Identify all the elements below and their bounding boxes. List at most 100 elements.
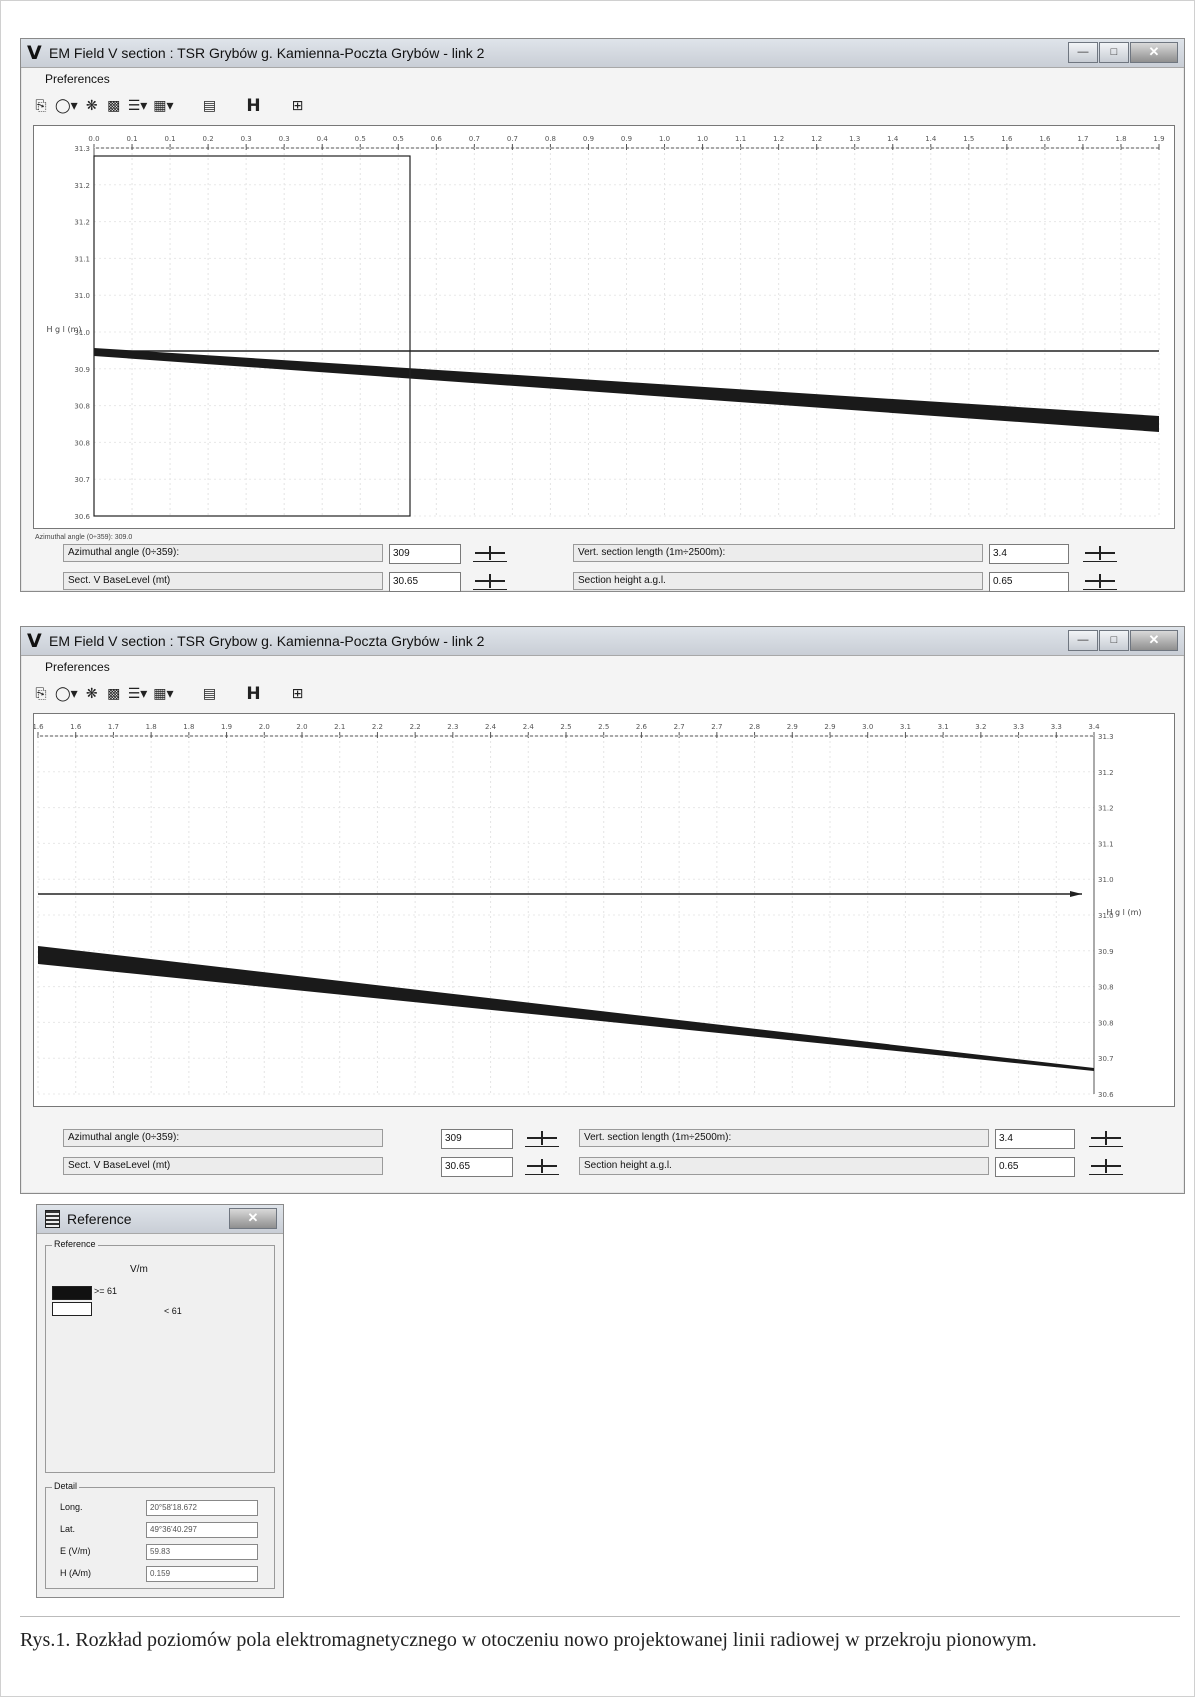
x-tick-label: 2.6 bbox=[636, 723, 648, 731]
menu-preferences[interactable]: Preferences bbox=[45, 72, 110, 86]
report-icon[interactable]: ▤ bbox=[202, 686, 217, 702]
y-tick-label: 30.8 bbox=[1098, 1019, 1114, 1027]
x-tick-label: 1.7 bbox=[1077, 135, 1088, 143]
title-bar[interactable]: V EM Field V section : TSR Grybów g. Kam… bbox=[21, 39, 1184, 68]
window-title: EM Field V section : TSR Grybow g. Kamie… bbox=[49, 633, 485, 649]
selection-box bbox=[93, 155, 411, 517]
x-tick-label: 0.2 bbox=[203, 135, 214, 143]
x-tick-label: 2.8 bbox=[749, 723, 760, 731]
section-plot-top[interactable]: 0.0 0.1 0.1 0.2 0.3 0.3 0.4 0.5 0.5 0.6 0.7 0.7 0.8 0… bbox=[33, 125, 1175, 529]
param-section-height: Section height a.g.l. 0.65 bbox=[579, 1157, 1139, 1177]
azimuth-label: Azimuthal angle (0÷359): bbox=[63, 544, 383, 562]
section-chart-top[interactable]: 0.0 0.1 0.1 0.2 0.3 0.3 0.4 0.5 0.5 0.6 0.7 0.7 0.8 0… bbox=[34, 126, 1174, 528]
param-section-length: Vert. section length (1m÷2500m): 3.4 bbox=[573, 544, 1133, 564]
x-tick-label: 1.1 bbox=[735, 135, 746, 143]
x-tick-label: 1.2 bbox=[773, 135, 784, 143]
maximize-button[interactable]: □ bbox=[1099, 630, 1129, 651]
globe-icon[interactable]: ◯▾ bbox=[55, 98, 78, 114]
azimuth-input[interactable]: 309 bbox=[389, 544, 461, 564]
export-icon[interactable]: ⊞ bbox=[291, 686, 304, 702]
y-tick-label: 31.1 bbox=[74, 255, 90, 263]
h-icon[interactable]: H bbox=[246, 684, 261, 704]
base-level-input[interactable]: 30.65 bbox=[441, 1157, 513, 1177]
legend-label-low: < 61 bbox=[164, 1306, 182, 1316]
section-height-label: Section height a.g.l. bbox=[573, 572, 983, 590]
print-icon[interactable]: ⎘ bbox=[35, 98, 47, 114]
chart-icon[interactable]: ▩ bbox=[107, 686, 121, 702]
y-tick-label: 31.2 bbox=[1098, 805, 1114, 813]
x-tick-label: 2.2 bbox=[410, 723, 421, 731]
x-tick-label: 1.7 bbox=[108, 723, 119, 731]
reference-title-bar[interactable]: Reference ✕ bbox=[37, 1205, 283, 1234]
x-tick-label: 2.3 bbox=[447, 723, 458, 731]
toolbar: ⎘ ◯▾ ❋ ▩ ☰▾ ▦▾ ▤ H ⊞ bbox=[33, 94, 306, 118]
detail-group-label: Detail bbox=[52, 1481, 80, 1491]
azimuth-stepper[interactable] bbox=[525, 1130, 559, 1147]
section-length-input[interactable]: 3.4 bbox=[989, 544, 1069, 564]
y-tick-label: 31.0 bbox=[74, 329, 90, 337]
base-level-stepper[interactable] bbox=[525, 1158, 559, 1175]
y-axis-label: H g l (m) bbox=[1107, 908, 1142, 917]
section-height-input[interactable]: 0.65 bbox=[989, 572, 1069, 592]
x-tick-label: 2.9 bbox=[824, 723, 835, 731]
section-height-input[interactable]: 0.65 bbox=[995, 1157, 1075, 1177]
x-tick-label: 2.5 bbox=[560, 723, 571, 731]
h-icon[interactable]: H bbox=[246, 96, 261, 116]
close-button[interactable]: ✕ bbox=[1130, 630, 1178, 651]
x-tick-label: 2.2 bbox=[372, 723, 383, 731]
print-icon[interactable]: ⎘ bbox=[35, 686, 47, 702]
x-tick-label: 0.9 bbox=[621, 135, 632, 143]
map-icon[interactable]: ▦▾ bbox=[153, 686, 174, 702]
x-tick-label: 0.5 bbox=[355, 135, 366, 143]
section-length-input[interactable]: 3.4 bbox=[995, 1129, 1075, 1149]
x-tick-label: 1.6 bbox=[34, 723, 44, 731]
base-level-input[interactable]: 30.65 bbox=[389, 572, 461, 592]
settings-icon[interactable]: ❋ bbox=[85, 686, 98, 702]
y-tick-label: 30.6 bbox=[1098, 1091, 1114, 1099]
legend-swatch-low bbox=[52, 1302, 92, 1316]
chart-icon[interactable]: ▩ bbox=[107, 98, 121, 114]
section-length-label: Vert. section length (1m÷2500m): bbox=[579, 1129, 989, 1147]
x-tick-label: 0.7 bbox=[507, 135, 518, 143]
x-tick-label: 0.8 bbox=[545, 135, 556, 143]
close-button[interactable]: ✕ bbox=[229, 1208, 277, 1229]
report-icon[interactable]: ▤ bbox=[202, 98, 217, 114]
globe-icon[interactable]: ◯▾ bbox=[55, 686, 78, 702]
x-tick-label: 3.1 bbox=[900, 723, 911, 731]
maximize-button[interactable]: □ bbox=[1099, 42, 1129, 63]
x-tick-label: 1.0 bbox=[697, 135, 708, 143]
x-tick-label: 1.9 bbox=[1153, 135, 1164, 143]
minimize-button[interactable]: — bbox=[1068, 42, 1098, 63]
y-tick-label: 30.9 bbox=[1098, 948, 1114, 956]
list-icon[interactable]: ☰▾ bbox=[127, 686, 148, 702]
x-tick-label: 2.1 bbox=[334, 723, 345, 731]
param-azimuth: Azimuthal angle (0÷359): 309 bbox=[63, 544, 538, 564]
export-icon[interactable]: ⊞ bbox=[291, 98, 304, 114]
section-height-stepper[interactable] bbox=[1083, 573, 1117, 590]
field-band bbox=[38, 946, 1094, 1071]
title-bar[interactable]: V EM Field V section : TSR Grybow g. Kam… bbox=[21, 627, 1184, 656]
close-button[interactable]: ✕ bbox=[1130, 42, 1178, 63]
azimuth-input[interactable]: 309 bbox=[441, 1129, 513, 1149]
settings-icon[interactable]: ❋ bbox=[85, 98, 98, 114]
azimuth-stepper[interactable] bbox=[473, 545, 507, 562]
detail-value-long: 20°58'18.672 bbox=[146, 1500, 258, 1516]
reference-icon bbox=[45, 1210, 60, 1228]
x-tick-label: 0.1 bbox=[126, 135, 137, 143]
x-tick-label: 0.5 bbox=[393, 135, 404, 143]
section-chart-bottom[interactable]: 1.6 1.6 1.7 1.8 1.8 1.9 2.0 2.0 2.1 2.2 2.2 2.3 2.4 2… bbox=[34, 714, 1174, 1106]
minimize-button[interactable]: — bbox=[1068, 630, 1098, 651]
x-tick-label: 1.4 bbox=[887, 135, 899, 143]
base-level-stepper[interactable] bbox=[473, 573, 507, 590]
menu-preferences[interactable]: Preferences bbox=[45, 660, 110, 674]
x-tick-label: 3.3 bbox=[1051, 723, 1062, 731]
app-logo-icon: V bbox=[27, 630, 42, 652]
map-icon[interactable]: ▦▾ bbox=[153, 98, 174, 114]
section-length-stepper[interactable] bbox=[1083, 545, 1117, 562]
section-length-stepper[interactable] bbox=[1089, 1130, 1123, 1147]
section-height-stepper[interactable] bbox=[1089, 1158, 1123, 1175]
y-tick-label: 31.0 bbox=[74, 292, 90, 300]
section-plot-bottom[interactable]: 1.6 1.6 1.7 1.8 1.8 1.9 2.0 2.0 2.1 2.2 2.2 2.3 2.4 2… bbox=[33, 713, 1175, 1107]
list-icon[interactable]: ☰▾ bbox=[127, 98, 148, 114]
detail-label-e: E (V/m) bbox=[60, 1546, 91, 1556]
